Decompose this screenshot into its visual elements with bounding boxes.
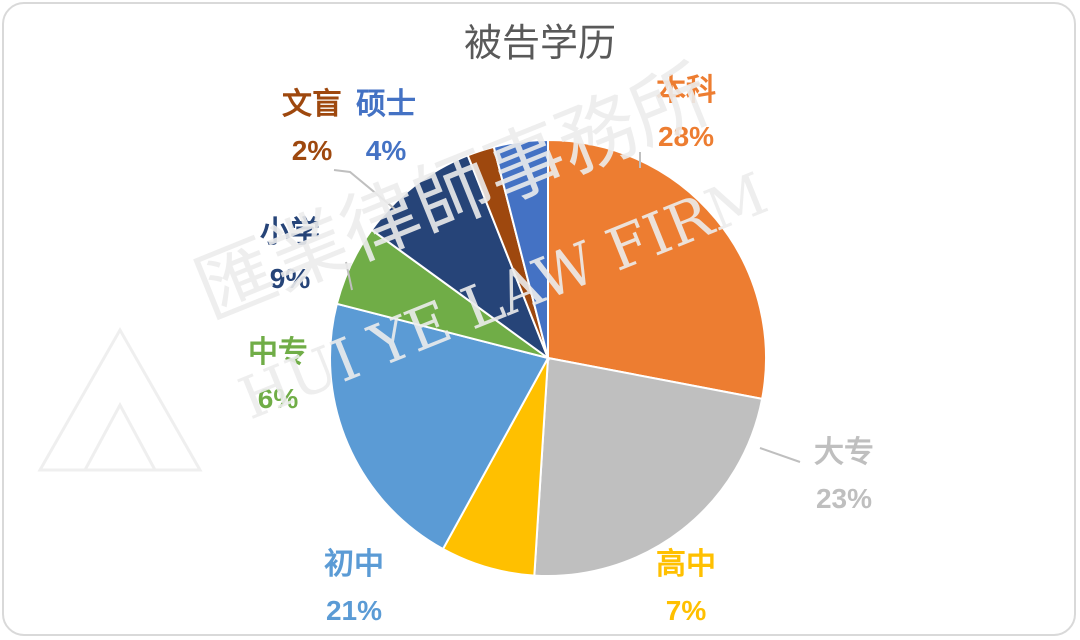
slice-label-value: 2% <box>292 135 333 166</box>
pie-slice-7 <box>492 138 549 359</box>
slice-label-value: 21% <box>326 595 382 626</box>
slice-label-value: 9% <box>270 263 311 294</box>
slice-label-name: 本科 <box>656 73 716 108</box>
leader-line <box>333 169 397 211</box>
pie-slice-5 <box>370 154 551 361</box>
slice-label-name: 文盲 <box>282 87 342 122</box>
slice-labels: 本科 28% 大专 23% 高中 7% 初中 21% 中专 6% 小学 9% 文盲 2% 硕士 4% <box>248 73 874 626</box>
slice-label-name: 硕士 <box>356 87 416 122</box>
slice-label-name: 高中 <box>656 547 716 582</box>
slice-label-value: 23% <box>816 483 872 514</box>
watermark-logo-icon <box>37 326 203 472</box>
slice-label-name: 小学 <box>260 215 320 250</box>
slice-label-value: 7% <box>666 595 707 626</box>
pie-slice-3 <box>329 302 550 551</box>
slice-label-name: 大专 <box>814 435 874 470</box>
leader-line <box>345 261 353 291</box>
chart-title: 被告学历 <box>464 21 616 65</box>
slice-label-value: 6% <box>258 383 299 414</box>
pie-slices <box>329 138 767 577</box>
slice-label-value: 4% <box>366 135 407 166</box>
slice-label-name: 中专 <box>248 335 308 370</box>
slice-label-value: 28% <box>658 121 714 152</box>
leader-line <box>759 447 801 463</box>
leader-lines <box>333 152 801 463</box>
pie-slice-1 <box>533 356 764 577</box>
pie-slice-0 <box>547 138 767 401</box>
slice-label-name: 初中 <box>324 547 384 582</box>
